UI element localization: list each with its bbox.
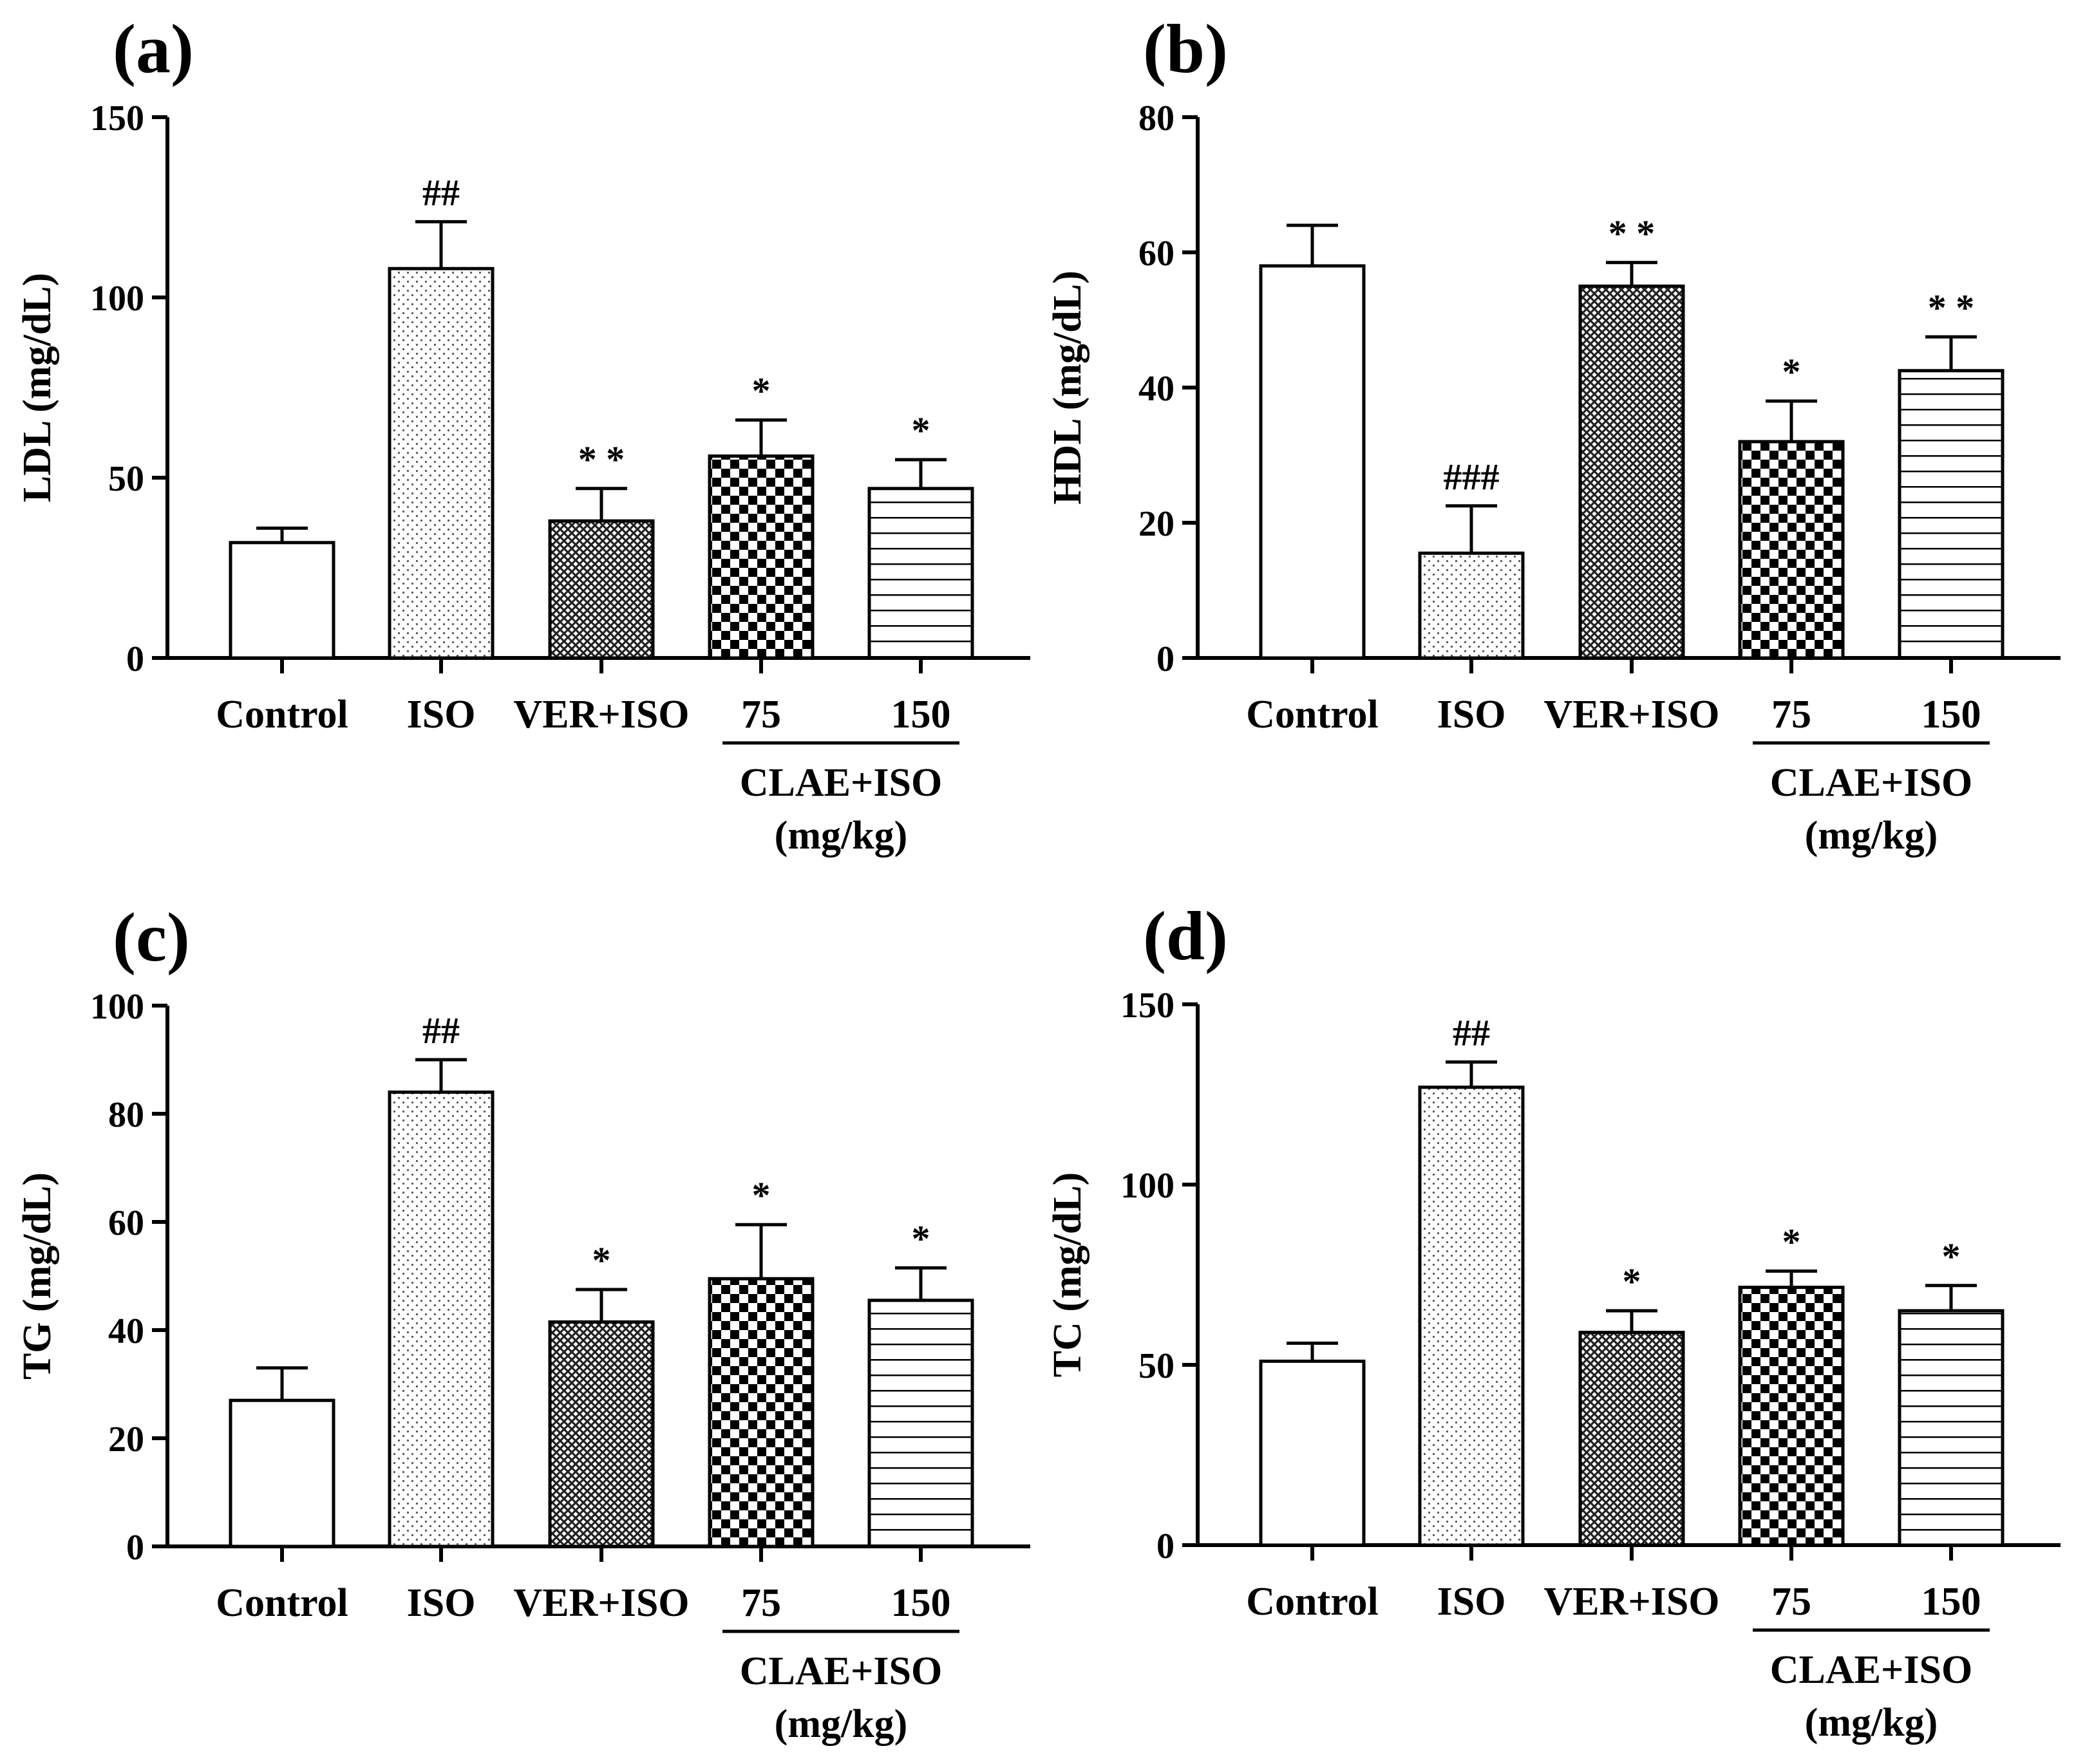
- y-axis-label: HDL (mg/dL): [1046, 270, 1090, 504]
- bar-0: [1259, 264, 1366, 660]
- y-tick-label: 50: [108, 459, 144, 499]
- x-tick-label: VER+ISO: [513, 1581, 689, 1625]
- significance-mark: *: [1782, 351, 1801, 393]
- panel-label: (a): [113, 11, 194, 88]
- significance-mark: *: [752, 1174, 771, 1216]
- significance-mark: *: [1623, 1261, 1641, 1302]
- y-tick-label: 100: [1120, 1166, 1175, 1206]
- x-tick-label: ISO: [407, 693, 476, 737]
- group-unit-label: (mg/kg): [1805, 814, 1938, 858]
- group-label: CLAE+ISO: [1770, 761, 1972, 805]
- significance-mark: *: [912, 409, 930, 451]
- x-tick-label: VER+ISO: [1543, 693, 1719, 737]
- significance-mark: ##: [422, 171, 460, 213]
- x-tick-label: VER+ISO: [1543, 1580, 1719, 1624]
- bar-0: [1259, 1359, 1366, 1547]
- y-axis-label: LDL (mg/dL): [15, 273, 59, 503]
- panel-label: (d): [1143, 898, 1228, 975]
- bar-0: [229, 541, 335, 660]
- bar-1: [1418, 551, 1525, 660]
- group-unit-label: (mg/kg): [775, 1702, 908, 1746]
- y-tick-label: 20: [1138, 504, 1175, 544]
- panel-label: (c): [113, 899, 190, 976]
- y-axis-label: TG (mg/dL): [15, 1172, 59, 1380]
- y-tick-label: 50: [1138, 1346, 1175, 1386]
- x-tick-label: 75: [741, 1581, 781, 1625]
- y-tick-label: 20: [108, 1420, 144, 1459]
- bar-4: [1898, 369, 2005, 660]
- bar-4: [867, 487, 974, 660]
- significance-mark: * *: [578, 438, 625, 480]
- y-tick-label: 60: [1138, 234, 1175, 274]
- significance-mark: *: [592, 1239, 611, 1281]
- y-tick-label: 80: [1138, 99, 1175, 138]
- y-tick-label: 100: [90, 279, 144, 319]
- y-tick-label: 0: [126, 1528, 144, 1568]
- bar-1: [1418, 1085, 1525, 1547]
- x-tick-label: Control: [1246, 1580, 1379, 1624]
- x-tick-label: 75: [1771, 1580, 1811, 1624]
- panel-3: (d) 0 50 100 150 TC (mg/dL) Control ## ISO * VER+I…: [1046, 898, 2061, 1745]
- bar-0: [229, 1398, 335, 1548]
- bar-3: [708, 454, 815, 660]
- y-tick-label: 40: [108, 1311, 144, 1351]
- y-tick-label: 40: [1138, 369, 1175, 409]
- group-unit-label: (mg/kg): [775, 814, 908, 858]
- bar-4: [1898, 1309, 2005, 1547]
- x-tick-label: ISO: [1437, 693, 1506, 737]
- y-tick-label: 60: [108, 1203, 144, 1243]
- x-tick-label: Control: [1246, 693, 1379, 737]
- group-label: CLAE+ISO: [740, 1649, 942, 1693]
- panel-0: (a) 0 50 100 150 LDL (mg/dL) Control ## ISO * * VE…: [15, 11, 1030, 858]
- y-tick-label: 80: [108, 1095, 144, 1135]
- group-label: CLAE+ISO: [740, 761, 942, 805]
- x-tick-label: 150: [1921, 1580, 1981, 1624]
- bar-2: [1578, 285, 1685, 660]
- panel-label: (b): [1143, 11, 1228, 88]
- panels: (a) 0 50 100 150 LDL (mg/dL) Control ## ISO * * VE…: [15, 11, 2061, 1746]
- significance-mark: *: [912, 1217, 930, 1259]
- bar-3: [1738, 440, 1845, 660]
- bar-2: [548, 519, 655, 660]
- x-tick-label: 150: [891, 1581, 951, 1625]
- x-tick-label: 75: [741, 693, 781, 737]
- x-tick-label: 75: [1771, 693, 1811, 737]
- y-tick-label: 100: [90, 987, 144, 1027]
- y-tick-label: 150: [90, 99, 144, 138]
- significance-mark: * *: [1928, 286, 1975, 328]
- panel-2: (c) 0 20 40 60 80 100 TG (mg/dL) Control ## ISO * VE…: [15, 899, 1030, 1746]
- x-tick-label: VER+ISO: [513, 693, 689, 737]
- bar-2: [1578, 1331, 1685, 1547]
- y-tick-label: 150: [1120, 986, 1175, 1026]
- bar-1: [388, 1090, 495, 1548]
- x-tick-label: ISO: [407, 1581, 476, 1625]
- significance-mark: ##: [422, 1009, 460, 1051]
- y-axis-label: TC (mg/dL): [1046, 1172, 1090, 1378]
- bar-1: [388, 267, 495, 660]
- significance-mark: *: [1942, 1235, 1961, 1277]
- significance-mark: *: [752, 370, 771, 411]
- y-tick-label: 0: [1156, 639, 1175, 679]
- x-tick-label: Control: [216, 1581, 348, 1625]
- x-tick-label: Control: [216, 693, 348, 737]
- significance-mark: * *: [1609, 212, 1656, 254]
- bar-2: [548, 1320, 655, 1548]
- bar-3: [1738, 1286, 1845, 1547]
- group-label: CLAE+ISO: [1770, 1648, 1972, 1692]
- significance-mark: *: [1782, 1221, 1801, 1262]
- bar-3: [708, 1277, 815, 1548]
- x-tick-label: 150: [1921, 693, 1981, 737]
- y-tick-label: 0: [1156, 1526, 1175, 1566]
- panel-1: (b) 0 20 40 60 80 HDL (mg/dL) Control ### ISO * * V…: [1046, 11, 2061, 858]
- group-unit-label: (mg/kg): [1805, 1701, 1938, 1745]
- significance-mark: ##: [1453, 1012, 1490, 1054]
- y-tick-label: 0: [126, 639, 144, 679]
- x-tick-label: 150: [891, 693, 951, 737]
- significance-mark: ###: [1444, 456, 1500, 498]
- x-tick-label: ISO: [1437, 1580, 1506, 1624]
- bar-4: [867, 1299, 974, 1548]
